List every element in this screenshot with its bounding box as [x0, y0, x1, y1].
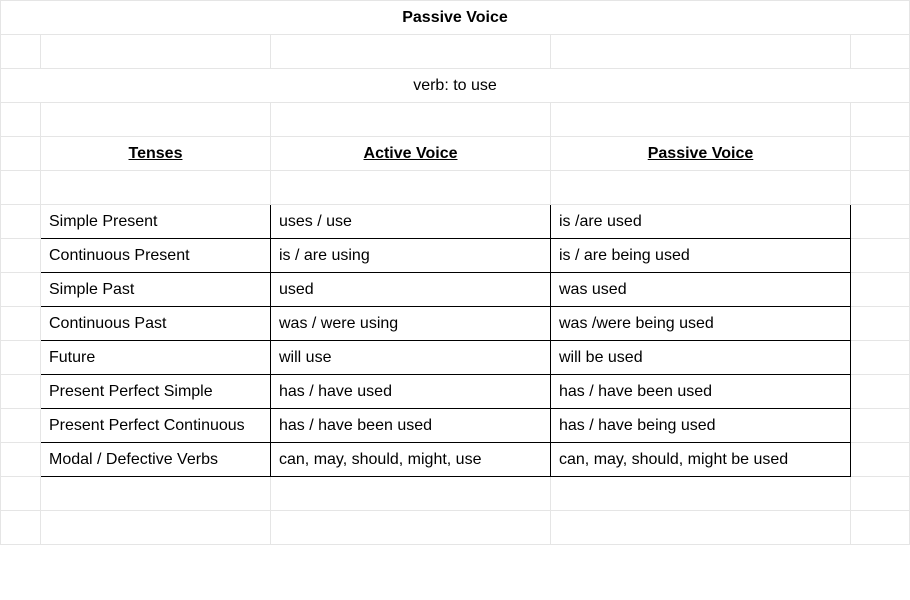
cell-tense: Modal / Defective Verbs — [41, 443, 271, 477]
cell-active: has / have used — [271, 375, 551, 409]
cell-passive: is /are used — [551, 205, 851, 239]
table-row: Present Perfect Simple has / have used h… — [1, 375, 910, 409]
spacer-row — [1, 511, 910, 545]
table-row: Simple Present uses / use is /are used — [1, 205, 910, 239]
table-row: Modal / Defective Verbs can, may, should… — [1, 443, 910, 477]
column-header-passive: Passive Voice — [551, 137, 851, 171]
table-row: Simple Past used was used — [1, 273, 910, 307]
cell-active: used — [271, 273, 551, 307]
spreadsheet-grid: Passive Voice verb: to use Tenses Active… — [0, 0, 910, 545]
spacer-row — [1, 103, 910, 137]
subtitle: verb: to use — [1, 69, 910, 103]
table-row: Present Perfect Continuous has / have be… — [1, 409, 910, 443]
cell-active: is / are using — [271, 239, 551, 273]
cell-tense: Continuous Present — [41, 239, 271, 273]
subtitle-row: verb: to use — [1, 69, 910, 103]
cell-active: uses / use — [271, 205, 551, 239]
cell-active: has / have been used — [271, 409, 551, 443]
cell-passive: was used — [551, 273, 851, 307]
cell-tense: Future — [41, 341, 271, 375]
cell-tense: Present Perfect Continuous — [41, 409, 271, 443]
cell-tense: Continuous Past — [41, 307, 271, 341]
page-title: Passive Voice — [1, 1, 910, 35]
column-header-active: Active Voice — [271, 137, 551, 171]
table-row: Continuous Past was / were using was /we… — [1, 307, 910, 341]
cell-passive: has / have been used — [551, 375, 851, 409]
cell-active: will use — [271, 341, 551, 375]
spacer-row — [1, 35, 910, 69]
spacer-row — [1, 477, 910, 511]
cell-passive: has / have being used — [551, 409, 851, 443]
cell-passive: will be used — [551, 341, 851, 375]
cell-passive: was /were being used — [551, 307, 851, 341]
table-row: Continuous Present is / are using is / a… — [1, 239, 910, 273]
header-row: Tenses Active Voice Passive Voice — [1, 137, 910, 171]
column-header-tenses: Tenses — [41, 137, 271, 171]
cell-active: was / were using — [271, 307, 551, 341]
cell-passive: can, may, should, might be used — [551, 443, 851, 477]
cell-passive: is / are being used — [551, 239, 851, 273]
cell-tense: Simple Past — [41, 273, 271, 307]
spacer-row — [1, 171, 910, 205]
table-row: Future will use will be used — [1, 341, 910, 375]
cell-tense: Present Perfect Simple — [41, 375, 271, 409]
title-row: Passive Voice — [1, 1, 910, 35]
cell-tense: Simple Present — [41, 205, 271, 239]
cell-active: can, may, should, might, use — [271, 443, 551, 477]
